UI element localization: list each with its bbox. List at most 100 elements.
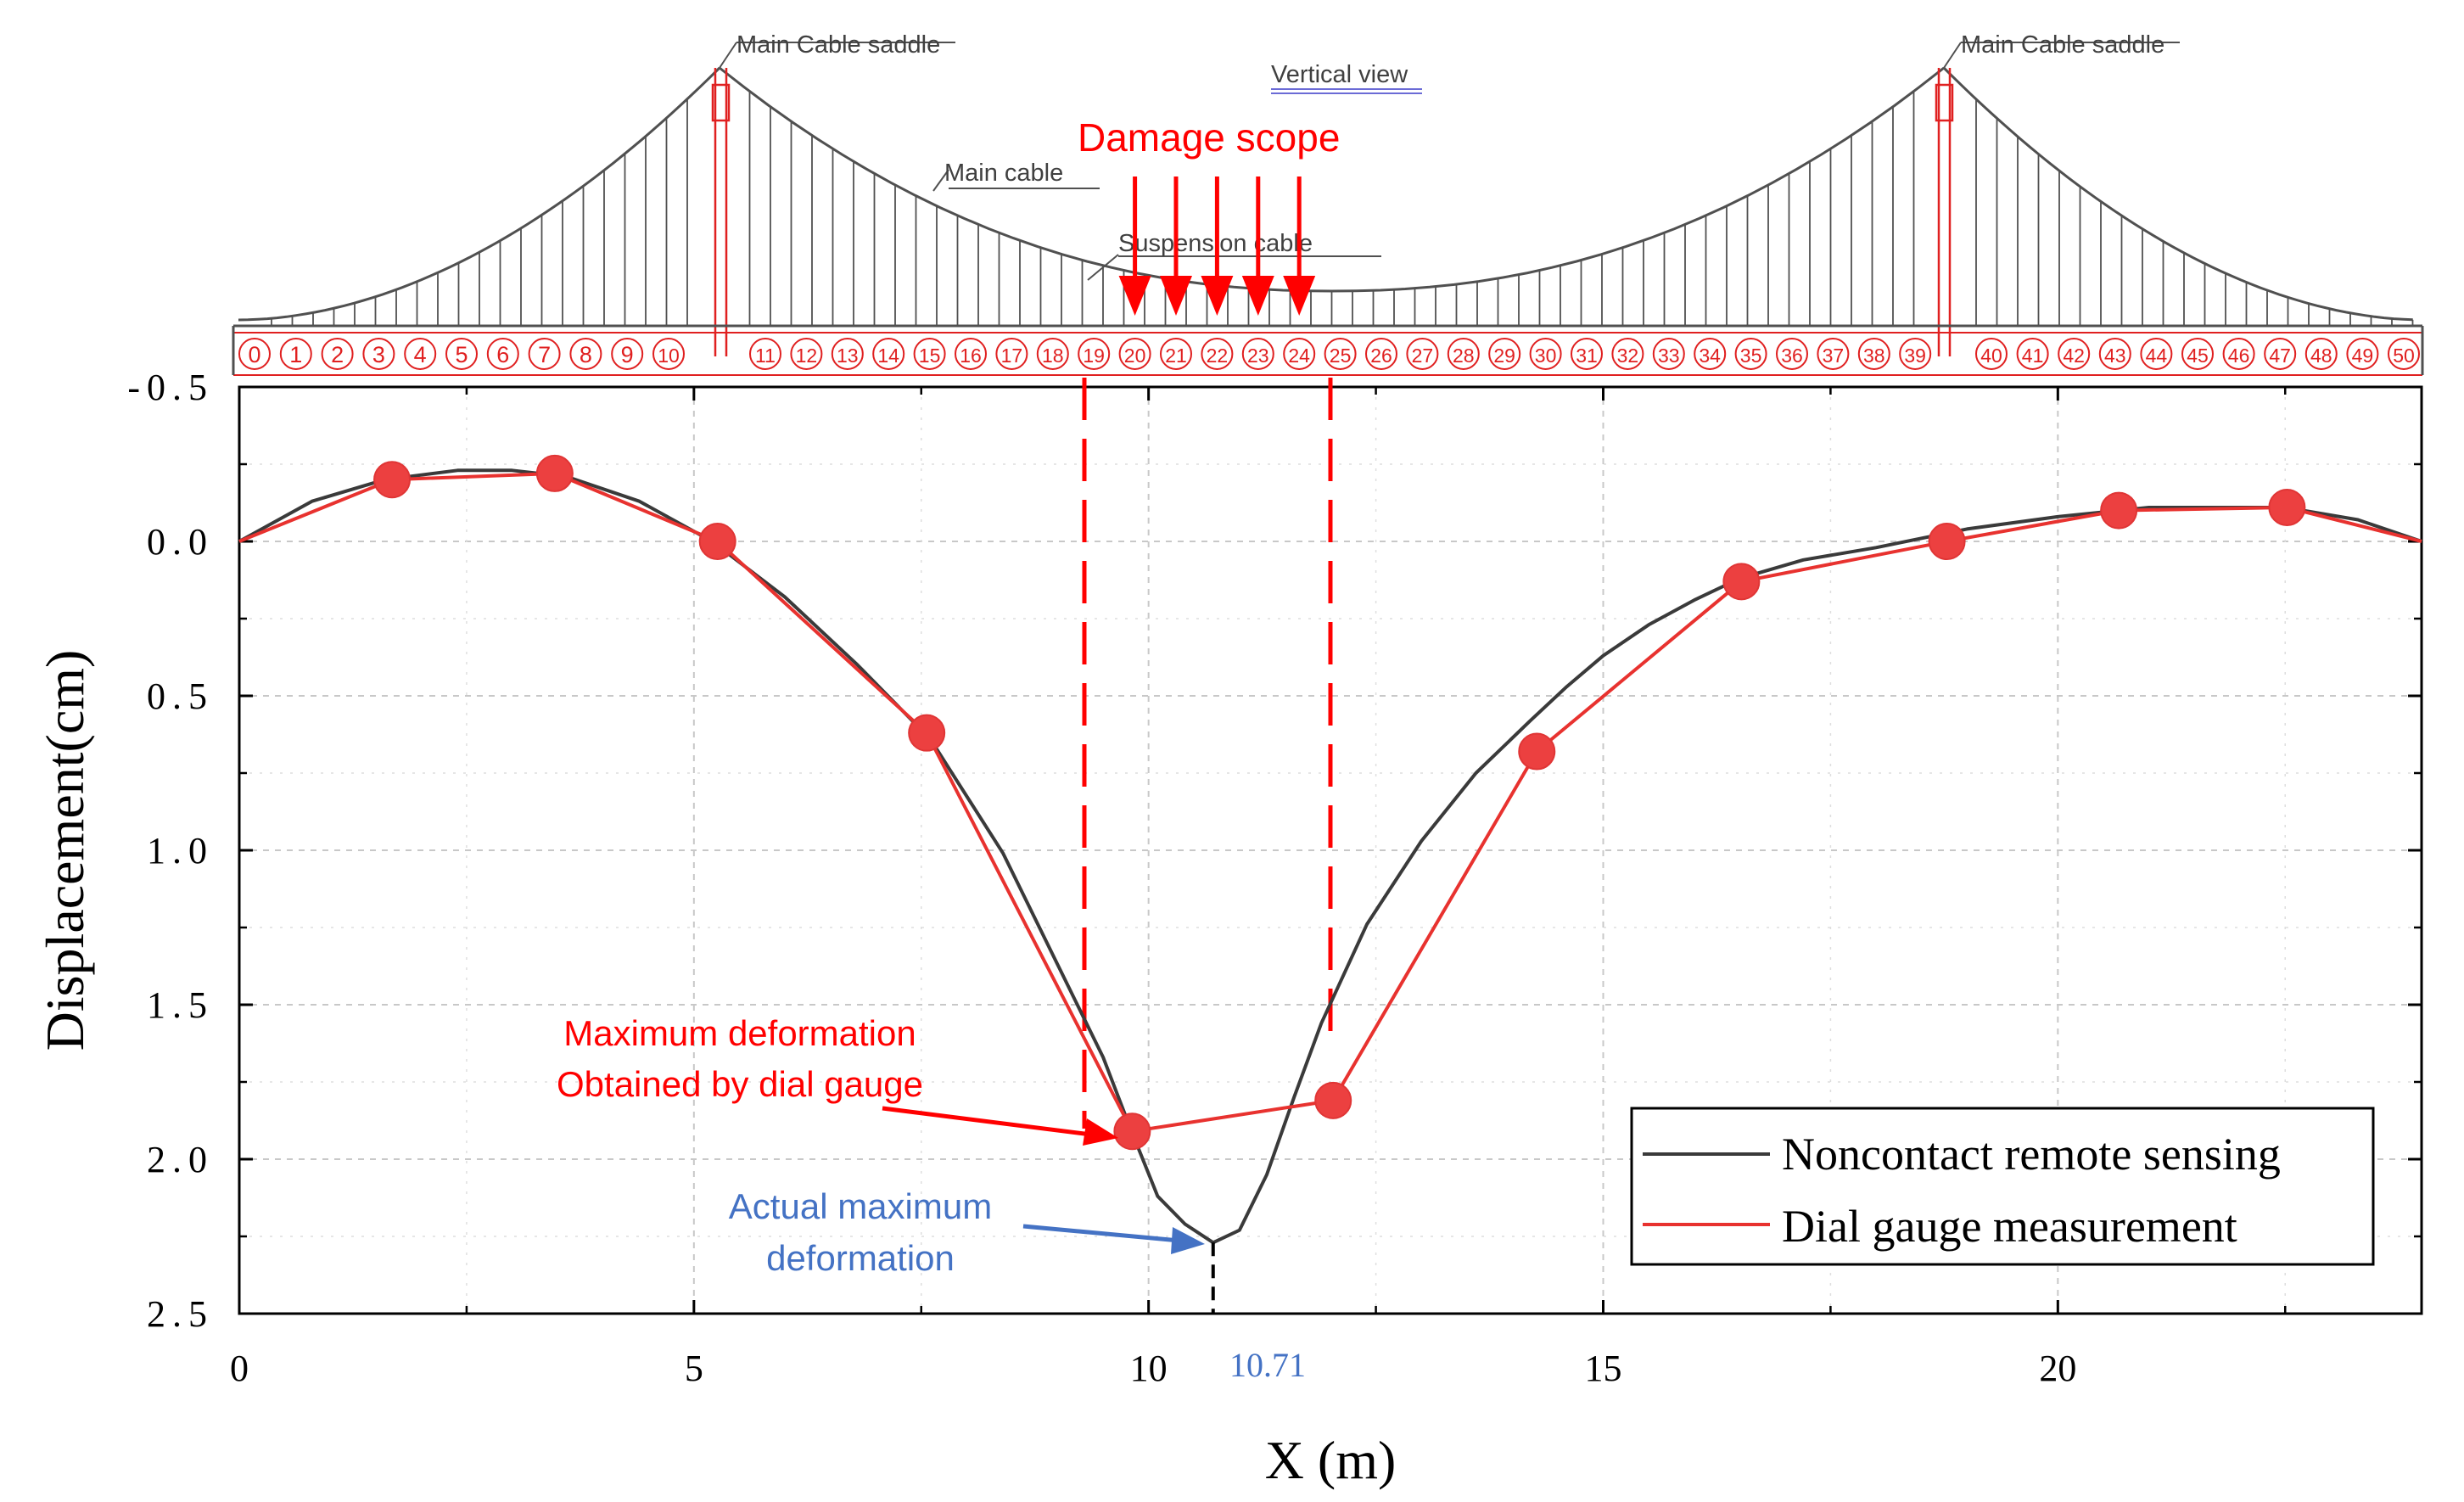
tower-right bbox=[1935, 68, 1954, 356]
x-tick-labels: 0 5 10 15 20 bbox=[230, 1348, 2076, 1389]
dial-gauge-point bbox=[1314, 1081, 1352, 1119]
hanger-number: 27 bbox=[1412, 345, 1434, 367]
hanger-number-circle bbox=[913, 338, 946, 370]
x-tick-label: 20 bbox=[2039, 1348, 2076, 1389]
hanger-number-circle bbox=[2346, 338, 2379, 370]
hanger-number-circle bbox=[321, 338, 354, 370]
hanger-number: 16 bbox=[960, 345, 982, 367]
hanger-number: 34 bbox=[1699, 345, 1721, 367]
saddle-label-left: Main Cable saddle bbox=[736, 31, 940, 59]
dial-gauge-point bbox=[373, 461, 412, 499]
hanger-number: 48 bbox=[2310, 345, 2332, 367]
hanger-number-circle bbox=[790, 338, 823, 370]
x-tick-label: 0 bbox=[230, 1348, 249, 1389]
hanger-number: 6 bbox=[496, 342, 509, 367]
dial-gauge-point bbox=[1518, 732, 1556, 771]
hanger-number: 12 bbox=[796, 345, 818, 367]
dial-max-label-line1: Maximum deformation bbox=[563, 1013, 916, 1053]
hanger-number-circle bbox=[1776, 338, 1808, 370]
series-line-noncontact bbox=[238, 468, 2422, 1245]
hanger-number: 3 bbox=[372, 342, 385, 367]
hanger-number-circle bbox=[2016, 338, 2049, 370]
hanger-number: 37 bbox=[1823, 345, 1845, 367]
hanger-number-circle bbox=[486, 338, 519, 370]
hanger-number-circle bbox=[2222, 338, 2255, 370]
bridge-schematic: 0 1 2 3 4 5 6 7 8 9 10 11 12 13 14 15 16 17 18 19 20 21 22 23 24… bbox=[232, 31, 2424, 376]
hanger-number: 42 bbox=[2063, 345, 2085, 367]
hanger-number-circle bbox=[1078, 338, 1111, 370]
hanger-number-circle bbox=[1365, 338, 1397, 370]
tower-left bbox=[711, 68, 731, 356]
y-tick-labels: -0.5 0.0 0.5 1.0 1.5 2.0 2.5 bbox=[127, 367, 214, 1335]
hanger-number-circle bbox=[404, 338, 437, 370]
hanger-number: 26 bbox=[1370, 345, 1392, 367]
hanger-number: 20 bbox=[1124, 345, 1146, 367]
actual-max-label-line2: deformation bbox=[766, 1238, 955, 1278]
hanger-number: 18 bbox=[1042, 345, 1064, 367]
main-cable-left bbox=[238, 66, 721, 322]
hanger-number-circle bbox=[238, 338, 271, 370]
vertical-view-label: Vertical view bbox=[1271, 61, 1408, 88]
hanger-number-circle bbox=[1283, 338, 1316, 370]
hanger-number-circle bbox=[528, 338, 561, 370]
hanger-number: 1 bbox=[289, 342, 302, 367]
dial-max-label-line2: Obtained by dial gauge bbox=[557, 1064, 923, 1104]
dial-gauge-point bbox=[1722, 563, 1761, 601]
main-cable-label: Main cable bbox=[944, 160, 1063, 187]
hanger-number-row: 0 1 2 3 4 5 6 7 8 9 10 11 12 13 14 15 16 17 18 19 20 21 22 23 24… bbox=[238, 338, 2420, 370]
dial-gauge-point bbox=[698, 523, 736, 560]
hanger-number-circle bbox=[1324, 338, 1357, 370]
hanger-number-circle bbox=[1406, 338, 1439, 370]
hanger-number-circle bbox=[1160, 338, 1192, 370]
hanger-number: 7 bbox=[538, 342, 551, 367]
annotation-actual-max: Actual maximum deformation 10.71 bbox=[729, 1186, 1306, 1384]
hanger-number: 13 bbox=[837, 345, 859, 367]
hanger-number-circle bbox=[1118, 338, 1151, 370]
legend: Noncontact remote sensing Dial gauge mea… bbox=[1630, 1107, 2375, 1266]
dial-gauge-point bbox=[2268, 488, 2306, 526]
y-axis-title: Displacement(cm) bbox=[35, 650, 95, 1051]
hanger-number-circle bbox=[1975, 338, 2008, 370]
hanger-number-circle bbox=[2264, 338, 2297, 370]
main-cable-right bbox=[1942, 66, 2413, 322]
hanger-number-circle bbox=[2388, 338, 2420, 370]
hanger-number-circle bbox=[872, 338, 905, 370]
hanger-number: 50 bbox=[2393, 345, 2415, 367]
hanger-number-circle bbox=[1201, 338, 1234, 370]
dial-max-arrowhead bbox=[1083, 1118, 1118, 1146]
y-tick-label: 2.5 bbox=[147, 1293, 214, 1335]
hanger-number: 15 bbox=[919, 345, 941, 367]
hanger-number: 46 bbox=[2228, 345, 2250, 367]
damage-arrowhead bbox=[1241, 276, 1274, 316]
hanger-number: 14 bbox=[877, 345, 899, 367]
legend-label-dial: Dial gauge measurement bbox=[1782, 1201, 2237, 1252]
hanger-number-circle bbox=[1899, 338, 1932, 370]
hanger-number: 31 bbox=[1576, 345, 1598, 367]
hanger-number-circle bbox=[362, 338, 395, 370]
dial-gauge-point bbox=[535, 454, 574, 492]
hanger-number: 36 bbox=[1781, 345, 1803, 367]
hanger-number: 25 bbox=[1330, 345, 1352, 367]
hanger-number: 40 bbox=[1980, 345, 2002, 367]
hanger-number: 19 bbox=[1083, 345, 1105, 367]
hanger-number-circle bbox=[2140, 338, 2173, 370]
hanger-number: 2 bbox=[331, 342, 344, 367]
hanger-number: 32 bbox=[1617, 345, 1639, 367]
hanger-number: 17 bbox=[1001, 345, 1023, 367]
hanger-number-circle bbox=[611, 338, 644, 370]
actual-max-x-label: 10.71 bbox=[1229, 1346, 1306, 1384]
hanger-number: 41 bbox=[2022, 345, 2044, 367]
hanger-number-circle bbox=[2181, 338, 2214, 370]
hanger-number-circle bbox=[1817, 338, 1850, 370]
main-cable-middle bbox=[719, 66, 1945, 293]
damage-arrowhead bbox=[1201, 276, 1234, 316]
hanger-number-circle bbox=[1488, 338, 1521, 370]
y-tick-label: -0.5 bbox=[127, 367, 214, 408]
hanger-number: 39 bbox=[1904, 345, 1926, 367]
y-tick-label: 2.0 bbox=[147, 1139, 214, 1180]
y-tick-label: 1.0 bbox=[147, 830, 214, 871]
hanger-number: 24 bbox=[1288, 345, 1310, 367]
hanger-number-circle bbox=[955, 338, 987, 370]
hanger-number: 21 bbox=[1165, 345, 1187, 367]
